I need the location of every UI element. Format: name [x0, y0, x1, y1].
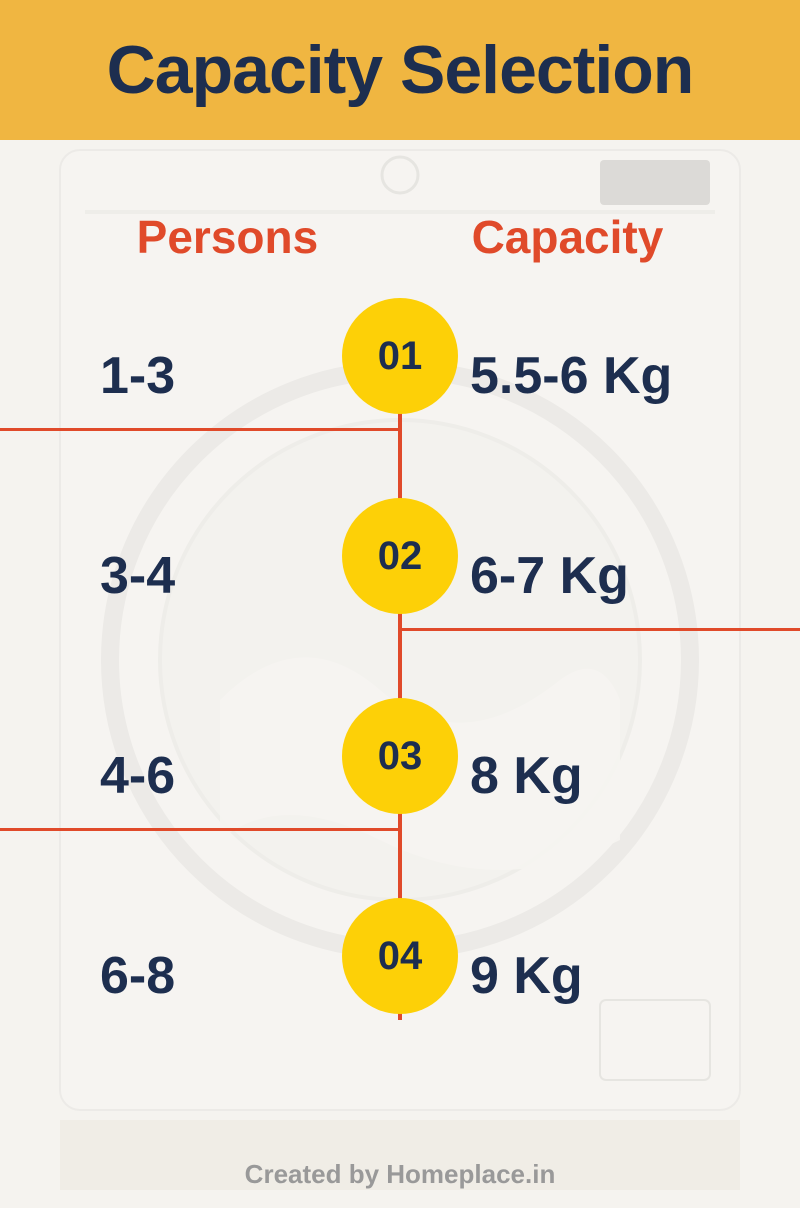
- connector-line: [0, 428, 400, 431]
- step-circle: 02: [342, 498, 458, 614]
- persons-value: 6-8: [100, 946, 175, 1006]
- persons-value: 1-3: [100, 346, 175, 406]
- persons-value: 4-6: [100, 746, 175, 806]
- capacity-value: 9 Kg: [470, 946, 583, 1006]
- capacity-value: 6-7 Kg: [470, 546, 629, 606]
- connector-line: [0, 828, 400, 831]
- capacity-value: 8 Kg: [470, 746, 583, 806]
- header-banner: Capacity Selection: [0, 0, 800, 140]
- timeline-row: 02 3-4 6-7 Kg: [0, 498, 800, 658]
- timeline-row: 01 1-3 5.5-6 Kg: [0, 298, 800, 458]
- persons-value: 3-4: [100, 546, 175, 606]
- timeline-row: 04 6-8 9 Kg: [0, 898, 800, 1058]
- timeline-row: 03 4-6 8 Kg: [0, 698, 800, 858]
- content-area: Persons Capacity 01 1-3 5.5-6 Kg 02 3-4 6-7 K…: [0, 140, 800, 1208]
- connector-line: [400, 628, 800, 631]
- step-circle: 03: [342, 698, 458, 814]
- column-headers: Persons Capacity: [0, 210, 800, 264]
- step-circle: 01: [342, 298, 458, 414]
- capacity-value: 5.5-6 Kg: [470, 346, 672, 406]
- page-title: Capacity Selection: [107, 31, 694, 109]
- capacity-header: Capacity: [472, 210, 664, 264]
- step-circle: 04: [342, 898, 458, 1014]
- persons-header: Persons: [137, 210, 319, 264]
- footer-credit: Created by Homeplace.in: [0, 1159, 800, 1190]
